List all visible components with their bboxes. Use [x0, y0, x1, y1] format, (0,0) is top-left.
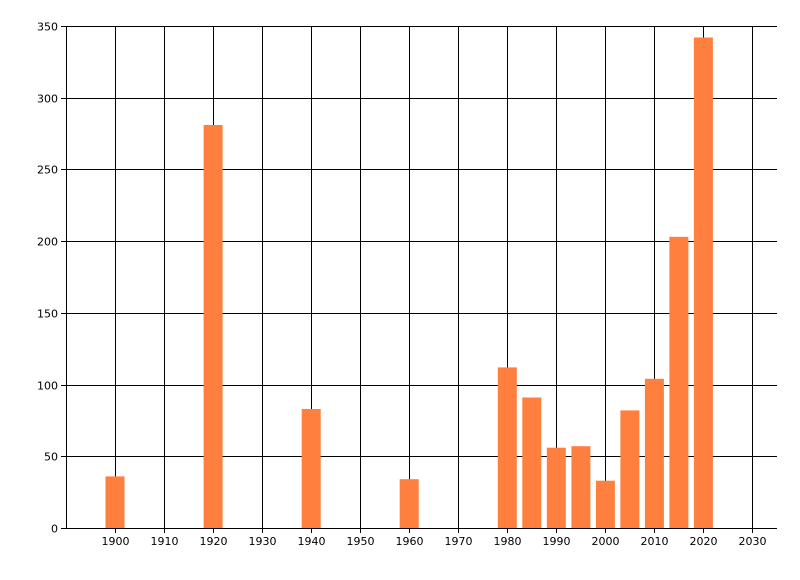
- x-tick-label: 2030: [739, 535, 767, 548]
- x-tick-label: 1940: [298, 535, 326, 548]
- x-tick-label: 1980: [494, 535, 522, 548]
- bar-1940: [301, 409, 321, 528]
- bar-1995: [571, 446, 591, 528]
- y-tick-label: 50: [44, 451, 58, 464]
- grid: [66, 26, 777, 529]
- bar-1900: [105, 476, 125, 528]
- bar-2005: [620, 410, 640, 528]
- bar-1960: [399, 479, 419, 528]
- y-tick-label: 250: [37, 164, 58, 177]
- bar-1980: [497, 367, 517, 528]
- bar-2020: [693, 37, 713, 528]
- y-tick-label: 350: [37, 21, 58, 34]
- bar-2000: [595, 480, 615, 528]
- x-tick-label: 1930: [249, 535, 277, 548]
- x-tick-label: 2010: [641, 535, 669, 548]
- x-tick-label: 2020: [690, 535, 718, 548]
- y-tick-label: 150: [37, 308, 58, 321]
- bars: [105, 37, 713, 529]
- bar-2010: [644, 378, 664, 528]
- y-tick-label: 0: [51, 523, 58, 536]
- y-tick-label: 200: [37, 236, 58, 249]
- x-tick-label: 1910: [151, 535, 179, 548]
- x-tick-label: 1970: [445, 535, 473, 548]
- x-tick-label: 1920: [200, 535, 228, 548]
- bar-1985: [522, 397, 542, 528]
- x-tick-label: 1960: [396, 535, 424, 548]
- axes: [61, 26, 777, 533]
- bar-1990: [546, 447, 566, 528]
- bar-2015: [669, 236, 689, 529]
- y-tick-label: 100: [37, 380, 58, 393]
- x-tick-label: 1990: [543, 535, 571, 548]
- x-tick-label: 2000: [592, 535, 620, 548]
- y-tick-label: 300: [37, 93, 58, 106]
- x-tick-label: 1900: [102, 535, 130, 548]
- tick-labels: 0 50 100 150 200 250 300 350 1900 1910 1920 1930 194…: [37, 21, 767, 549]
- bar-1920: [203, 125, 223, 528]
- x-tick-label: 1950: [347, 535, 375, 548]
